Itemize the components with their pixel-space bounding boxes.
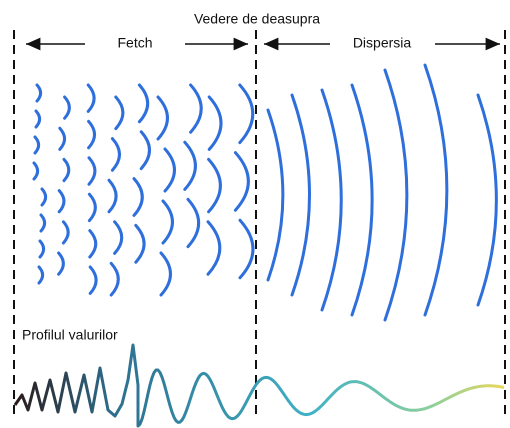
wave-crest — [163, 147, 176, 193]
wave-crest — [39, 213, 47, 233]
wave-crest — [57, 189, 66, 214]
wave-crest — [350, 83, 374, 317]
wave-crest — [134, 223, 146, 264]
wave-crest — [38, 239, 46, 259]
wave-crest — [62, 157, 71, 183]
wave-crest — [183, 140, 197, 191]
wave-crest — [137, 83, 150, 124]
wave-crest — [206, 220, 222, 276]
wave-crest — [110, 137, 122, 172]
wave-crest — [186, 197, 201, 249]
wave-crest — [238, 83, 255, 145]
wave-crest — [35, 83, 43, 103]
wave-crest — [87, 156, 97, 186]
wave-crest — [132, 177, 144, 217]
wave-crest — [86, 83, 96, 113]
wave-crest — [87, 192, 97, 223]
wave-crest — [114, 95, 125, 131]
wave-crest — [34, 109, 42, 129]
wave-crest — [156, 95, 169, 141]
wave-crest — [161, 199, 174, 245]
wave-crest — [383, 68, 409, 322]
wave-crest — [37, 265, 45, 285]
wave-crest — [320, 88, 343, 312]
wave-crest — [266, 108, 285, 282]
wave-crest — [233, 151, 250, 212]
wave-crest — [290, 93, 311, 297]
wave-crest — [33, 135, 41, 155]
wave-crest — [238, 218, 255, 280]
wave-crest — [113, 220, 124, 255]
wave-crest — [58, 126, 67, 151]
wave-crest — [109, 261, 120, 297]
wave-crest — [189, 83, 203, 134]
wave-crest — [423, 63, 449, 317]
wave-crest — [57, 251, 65, 276]
title: Vedere de deasupra — [194, 11, 320, 27]
wave-crest — [88, 265, 98, 295]
wave-crest — [476, 93, 498, 307]
wave-crest — [63, 95, 71, 120]
wave-crest — [32, 161, 40, 181]
profile-label: Profilul valurilor — [22, 327, 118, 343]
region-label: Dispersia — [353, 35, 412, 51]
wave-crest — [87, 119, 97, 150]
region-label: Fetch — [117, 35, 152, 51]
wave-crest — [207, 157, 222, 214]
wave-crest — [139, 130, 151, 171]
wave-crest — [61, 220, 70, 245]
wave-crest — [107, 178, 118, 214]
wave-crests — [32, 63, 498, 322]
wave-crest — [40, 187, 48, 207]
wave-crest — [207, 95, 223, 151]
wave-crest — [88, 229, 98, 259]
wave-crest — [159, 251, 172, 297]
wave-profile — [13, 343, 505, 428]
